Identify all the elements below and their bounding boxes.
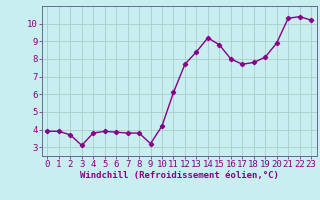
X-axis label: Windchill (Refroidissement éolien,°C): Windchill (Refroidissement éolien,°C): [80, 171, 279, 180]
